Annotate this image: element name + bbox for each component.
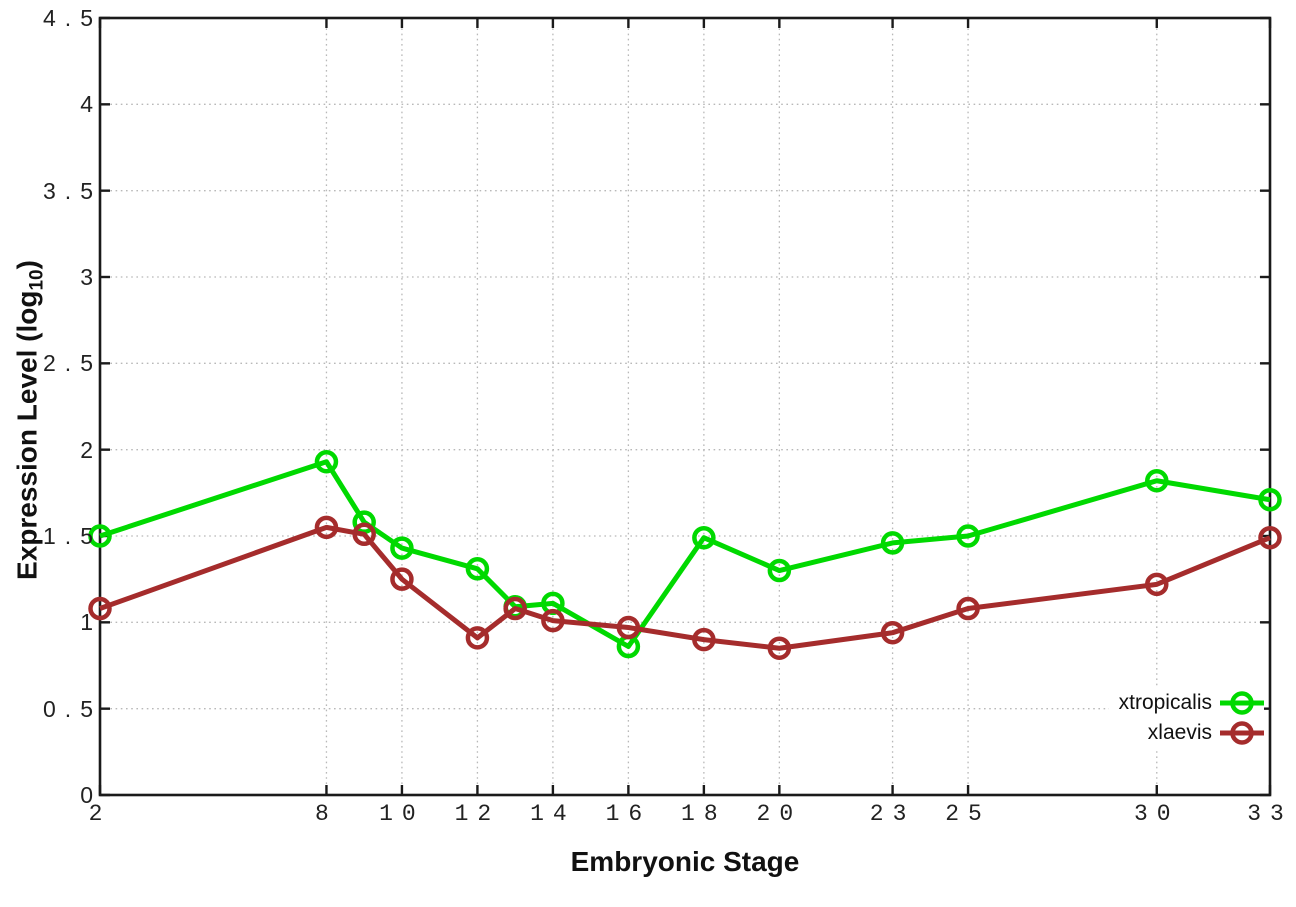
data-point-xlaevis: [767, 636, 792, 660]
y-tick-label: 4: [80, 91, 102, 118]
data-point-xtropicalis: [1258, 487, 1282, 512]
x-tick-label: 8: [315, 801, 338, 827]
data-point-xlaevis: [88, 596, 112, 621]
data-point-xtropicalis: [390, 536, 414, 560]
data-point-xlaevis: [956, 596, 980, 621]
data-point-xlaevis: [390, 567, 414, 591]
data-point-xlaevis: [352, 522, 376, 547]
data-point-xlaevis: [1145, 572, 1169, 597]
data-point-xtropicalis: [465, 557, 490, 581]
x-tick-label: 30: [1133, 801, 1180, 827]
x-axis-title: Embryonic Stage: [570, 846, 800, 877]
y-tick-label: 0: [80, 782, 102, 808]
data-point-xtropicalis: [692, 525, 716, 550]
data-point-xtropicalis: [314, 450, 339, 474]
y-tick-label: 3: [80, 264, 102, 290]
x-tick-label: 12: [454, 801, 501, 827]
legend-marker-xtropicalis-icon: [1220, 691, 1264, 715]
data-point-xlaevis: [503, 596, 527, 621]
data-point-xtropicalis: [956, 524, 980, 548]
data-point-xlaevis: [1258, 525, 1282, 550]
y-tick-label: 4.5: [43, 5, 102, 31]
legend-label-xtropicalis: xtropicalis: [1118, 691, 1212, 714]
data-point-xtropicalis: [767, 558, 792, 583]
plot-border: [98, 16, 1272, 797]
legend-marker-xlaevis-icon: [1220, 721, 1264, 745]
x-tick-label: 14: [530, 801, 576, 827]
y-tick-label: 3.5: [43, 177, 102, 204]
x-tick-label: 2: [88, 801, 112, 827]
legend: xtropicalis xlaevis: [1108, 688, 1264, 748]
data-point-xtropicalis: [1145, 468, 1169, 493]
x-tick-label: 10: [379, 801, 425, 827]
series-line-xtropicalis: [99, 459, 1271, 650]
y-tick-label: 2: [80, 436, 102, 463]
y-tick-label: 0.5: [43, 695, 102, 722]
data-point-xlaevis: [692, 627, 716, 652]
data-point-xtropicalis: [352, 510, 376, 534]
legend-label-xlaevis: xlaevis: [1147, 721, 1212, 744]
x-tick-label: 18: [681, 801, 727, 827]
x-tick-label: 23: [869, 801, 916, 827]
y-tick-label: 2.5: [43, 350, 102, 377]
x-tick-label: 20: [756, 801, 803, 827]
x-tick-label: 25: [945, 801, 991, 827]
data-point-xlaevis: [880, 620, 905, 645]
data-point-xlaevis: [465, 626, 490, 650]
x-tick-label: 16: [605, 801, 652, 827]
y-tick-label: 1.5: [43, 523, 102, 549]
data-point-xlaevis: [541, 608, 565, 633]
y-tick-label: 1: [80, 609, 102, 636]
data-point-xlaevis: [616, 615, 641, 640]
data-point-xlaevis: [314, 515, 339, 540]
data-point-xtropicalis: [880, 531, 905, 555]
legend-item-xlaevis: xlaevis: [1148, 718, 1264, 748]
x-tick-label: 33: [1247, 801, 1293, 827]
legend-item-xtropicalis: xtropicalis: [1119, 688, 1264, 718]
data-point-xtropicalis: [88, 524, 112, 548]
series-line-xlaevis: [99, 524, 1271, 651]
